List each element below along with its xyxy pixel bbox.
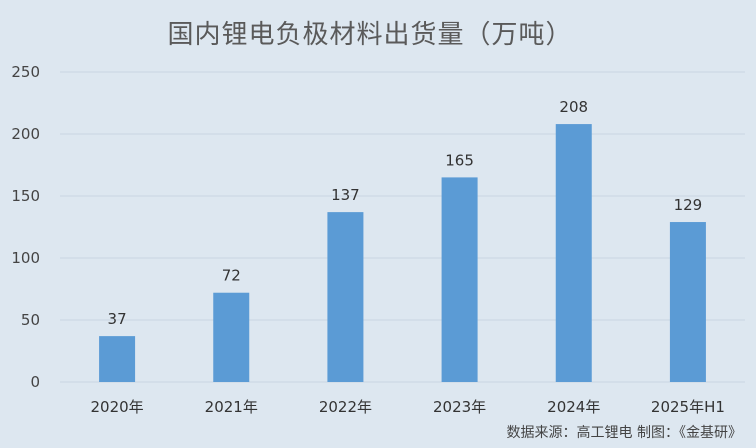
x-category-label: 2025年H1 xyxy=(651,398,725,416)
data-labels: 37 72 137 165 208 129 xyxy=(108,98,703,328)
y-tick-label: 250 xyxy=(11,63,40,81)
x-category-label: 2024年 xyxy=(547,398,600,416)
data-label: 37 xyxy=(108,310,127,328)
bar xyxy=(555,124,592,382)
data-label: 208 xyxy=(559,98,588,116)
source-note: 数据来源：高工锂电 制图：《金基研》 xyxy=(506,425,742,441)
x-category-label: 2021年 xyxy=(205,398,258,416)
x-category-label: 2022年 xyxy=(319,398,372,416)
data-label: 129 xyxy=(674,196,703,214)
bar xyxy=(669,222,706,382)
y-axis-ticks: 0 50 100 150 200 250 xyxy=(11,63,40,391)
bar xyxy=(213,292,250,382)
bar xyxy=(441,177,478,382)
data-label: 165 xyxy=(445,151,474,169)
y-tick-label: 200 xyxy=(11,125,40,143)
x-category-label: 2023年 xyxy=(433,398,486,416)
gridlines xyxy=(60,71,745,383)
x-category-label: 2020年 xyxy=(90,398,143,416)
y-tick-label: 0 xyxy=(30,373,40,391)
y-tick-label: 150 xyxy=(11,187,40,205)
bar xyxy=(327,212,364,382)
bars xyxy=(99,124,706,382)
y-tick-label: 50 xyxy=(21,311,40,329)
y-tick-label: 100 xyxy=(11,249,40,267)
data-label: 72 xyxy=(222,267,241,285)
data-label: 137 xyxy=(331,186,360,204)
bar xyxy=(99,336,136,382)
x-axis-categories: 2020年 2021年 2022年 2023年 2024年 2025年H1 xyxy=(90,398,724,416)
chart-title: 国内锂电负极材料出货量（万吨） xyxy=(167,20,573,50)
